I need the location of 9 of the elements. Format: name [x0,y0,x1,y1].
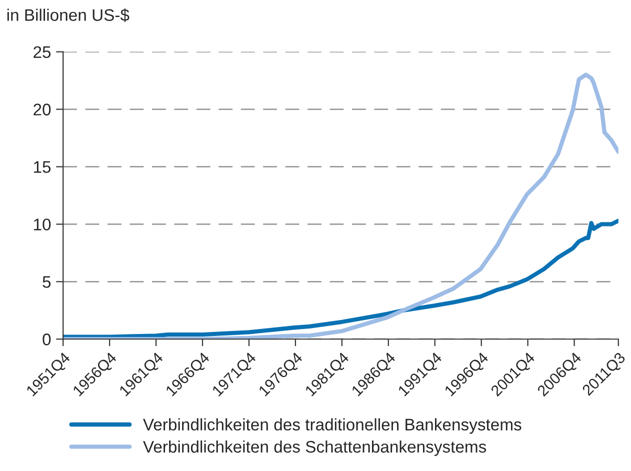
y-tick-label: 5 [42,276,51,288]
y-tick-label: 25 [34,46,51,58]
legend-label: Verbindlichkeiten des Schattenbankensystems [143,440,486,456]
y-tick-label: 10 [34,218,51,230]
y-tick-label: 15 [34,161,51,173]
y-tick-label: 0 [42,334,51,346]
y-tick-label: 20 [34,104,51,116]
legend-label: Verbindlichkeiten des traditionellen Bankensystems [143,418,522,434]
y-axis-title: in Billionen US-$ [7,8,130,22]
